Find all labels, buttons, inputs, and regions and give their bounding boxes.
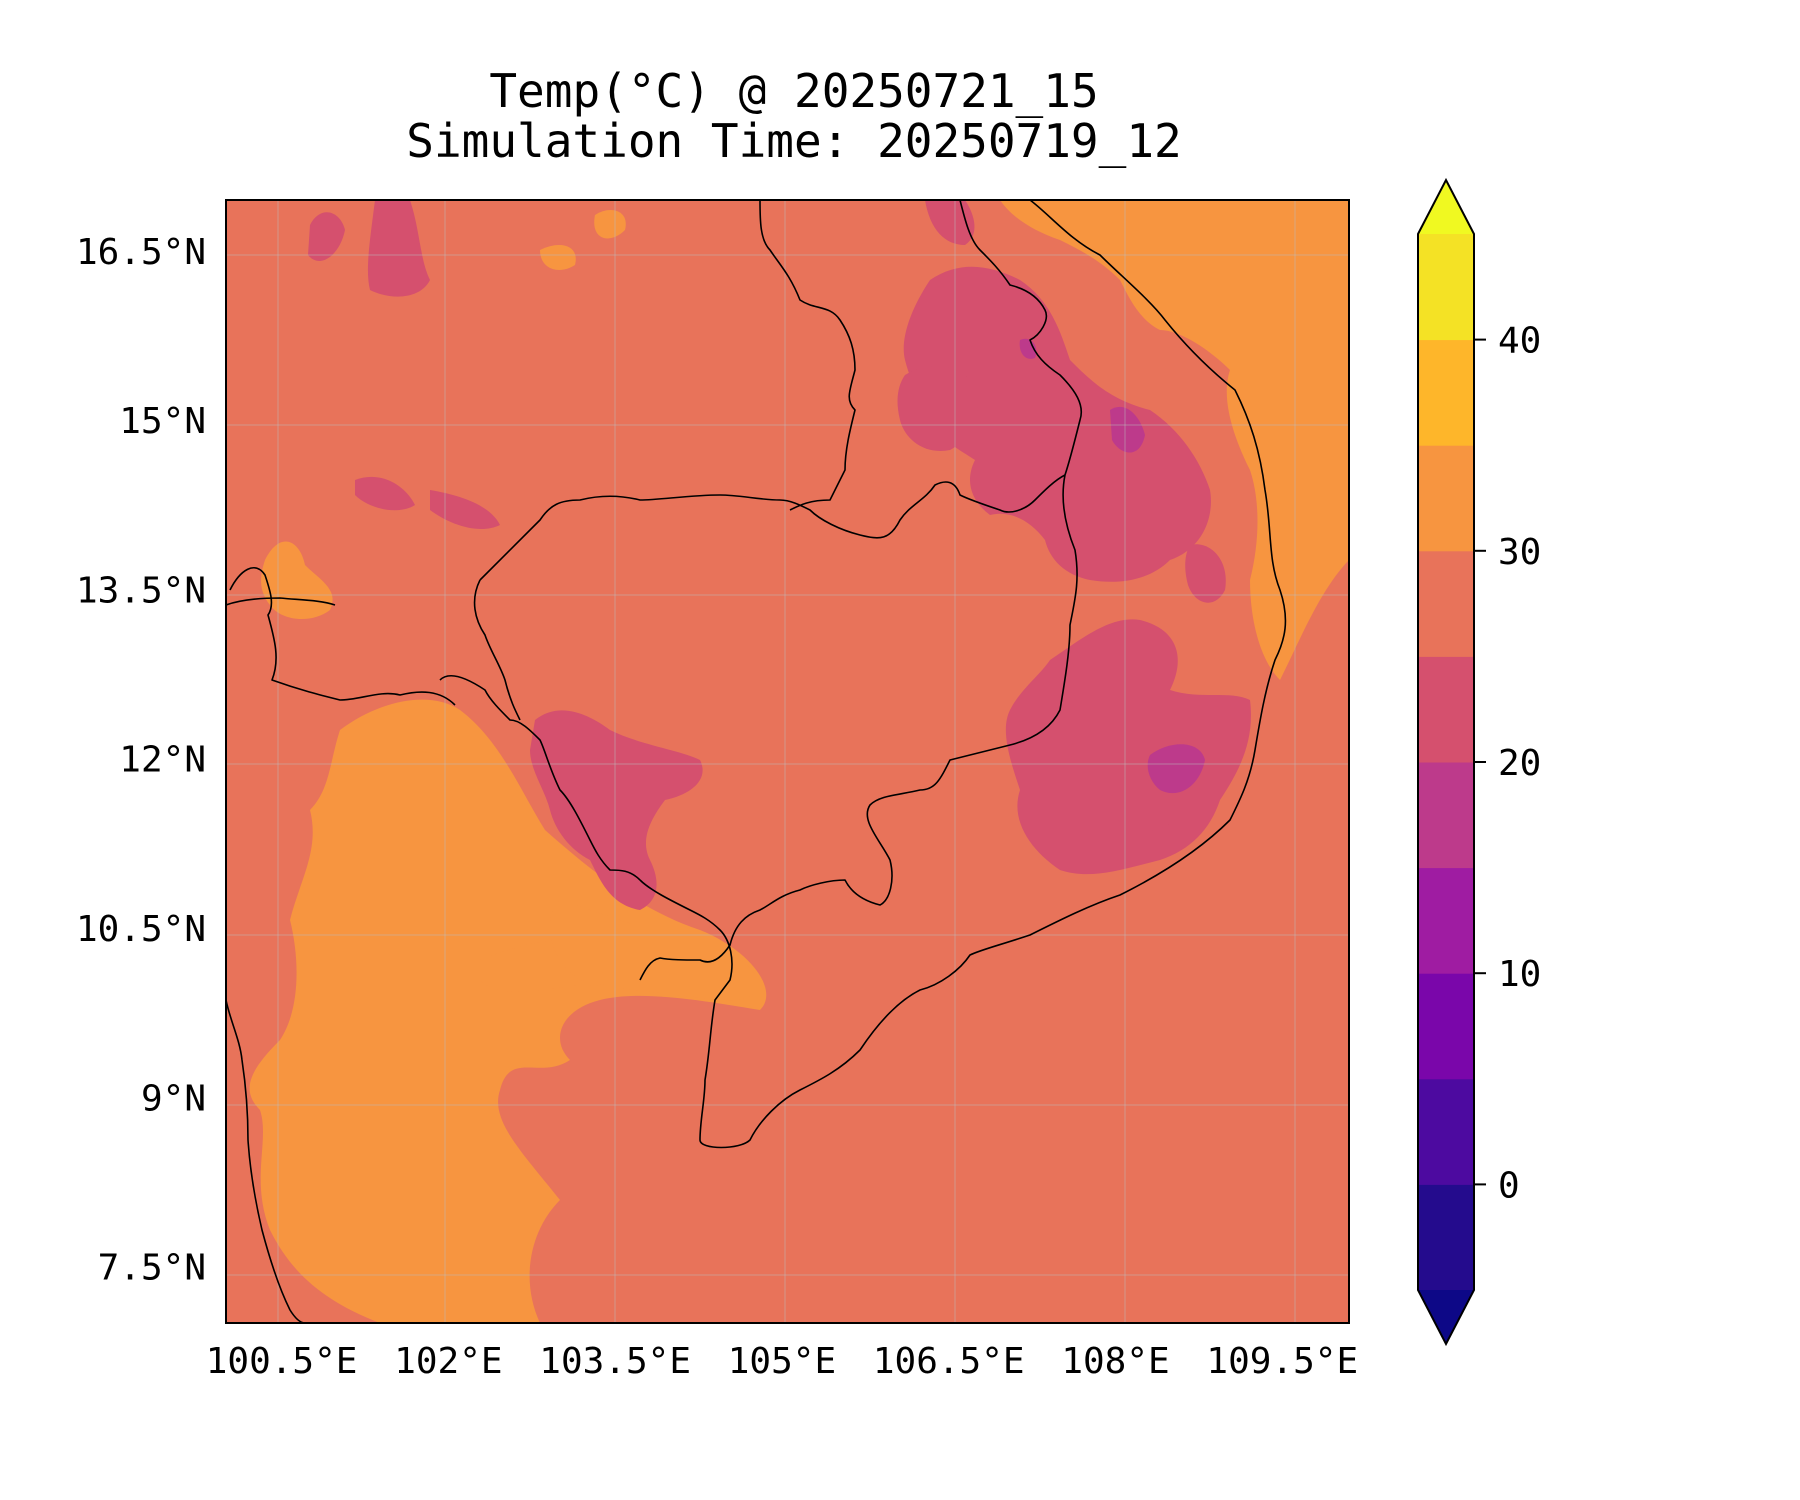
central-thailand-cool-spot [355,476,415,511]
x-tick-label: 106.5°E [873,1341,1025,1382]
colorbar-tick-label: 40 [1498,321,1541,362]
colorbar-level [1418,762,1474,869]
colorbar-tick-label: 0 [1498,1165,1520,1206]
cambodia-laos-border [479,474,1066,581]
colorbar-tick-label: 20 [1498,743,1541,784]
colorbar: 0 10 20 30 40 [1417,177,1541,1347]
north-warm-spot [540,245,576,270]
vietnam-coastline [639,200,1287,1149]
y-tick-label: 9°N [141,1078,206,1119]
x-tick-label: 109.5°E [1206,1341,1358,1382]
northwest-warm-spot [261,541,333,620]
y-tick-label: 12°N [119,740,206,781]
north-thailand-cool-spot-2 [308,212,345,261]
cambodia-thailand-coastline [439,675,641,881]
colorbar-level [1418,339,1474,446]
laos-coolest-spot [1110,406,1145,453]
y-tick-label: 15°N [119,401,206,442]
map-panel [226,200,1349,1323]
cambodia-vietnam-border [639,474,1078,981]
x-tick-label: 100.5°E [206,1341,358,1382]
cardamom-cool-area [530,710,703,910]
laos-cool-west-area [897,366,979,451]
thailand-laos-border [759,200,856,511]
x-axis-ticks: 100.5°E 102°E 103.5°E 105°E 106.5°E 108°E 109.… [206,1341,1358,1382]
central-thailand-cool-spot-2 [430,490,500,530]
colorbar-level [1418,445,1474,552]
thailand-cambodia-border [473,579,521,721]
highlands-south-cool-area [1110,777,1176,831]
colorbar-level [1418,656,1474,763]
central-highlands-cool-area [1005,619,1251,875]
colorbar-level [1418,234,1474,341]
x-tick-label: 102°E [394,1341,502,1382]
map-frame [225,199,1350,1324]
colorbar-tick-label: 30 [1498,532,1541,573]
colorbar-level [1418,973,1474,1080]
colorbar-level [1418,1184,1474,1291]
map-title: Temp(°C) @ 20250721_15 [489,64,1099,118]
north-thailand-cool-spot [367,200,430,297]
colorbar-extend-min [1418,1290,1474,1344]
laos-vietnam-border [959,200,1082,476]
gulf-inner-warm-area [549,900,758,1001]
x-tick-label: 105°E [728,1341,836,1382]
thailand-gulf-coastline [229,567,456,706]
y-axis-ticks: 16.5°N 15°N 13.5°N 12°N 10.5°N 9°N 7.5°N [76,232,206,1289]
y-tick-label: 16.5°N [76,232,206,273]
north-warm-spot-2 [594,210,626,239]
south-china-sea-warm-area [1000,200,1349,680]
y-tick-label: 10.5°N [76,909,206,950]
myanmar-thailand-border [226,597,336,606]
x-tick-label: 103.5°E [539,1341,691,1382]
highlands-east-cool-area [1185,544,1226,603]
gridlines [226,200,1349,1323]
map-subtitle: Simulation Time: 20250719_12 [406,114,1182,168]
y-tick-label: 13.5°N [76,570,206,611]
colorbar-level [1418,1078,1474,1185]
colorbar-level [1418,867,1474,974]
gulf-of-thailand-warm-area [249,699,767,1323]
x-tick-label: 108°E [1061,1341,1169,1382]
highlands-coolest-area [1147,744,1205,794]
colorbar-level [1418,550,1474,657]
y-tick-label: 7.5°N [98,1248,206,1289]
colorbar-extend-max [1418,180,1474,234]
colorbar-tick-label: 10 [1498,954,1541,995]
colorbar-outline [1417,177,1475,1347]
peninsula-coastline [226,999,306,1323]
